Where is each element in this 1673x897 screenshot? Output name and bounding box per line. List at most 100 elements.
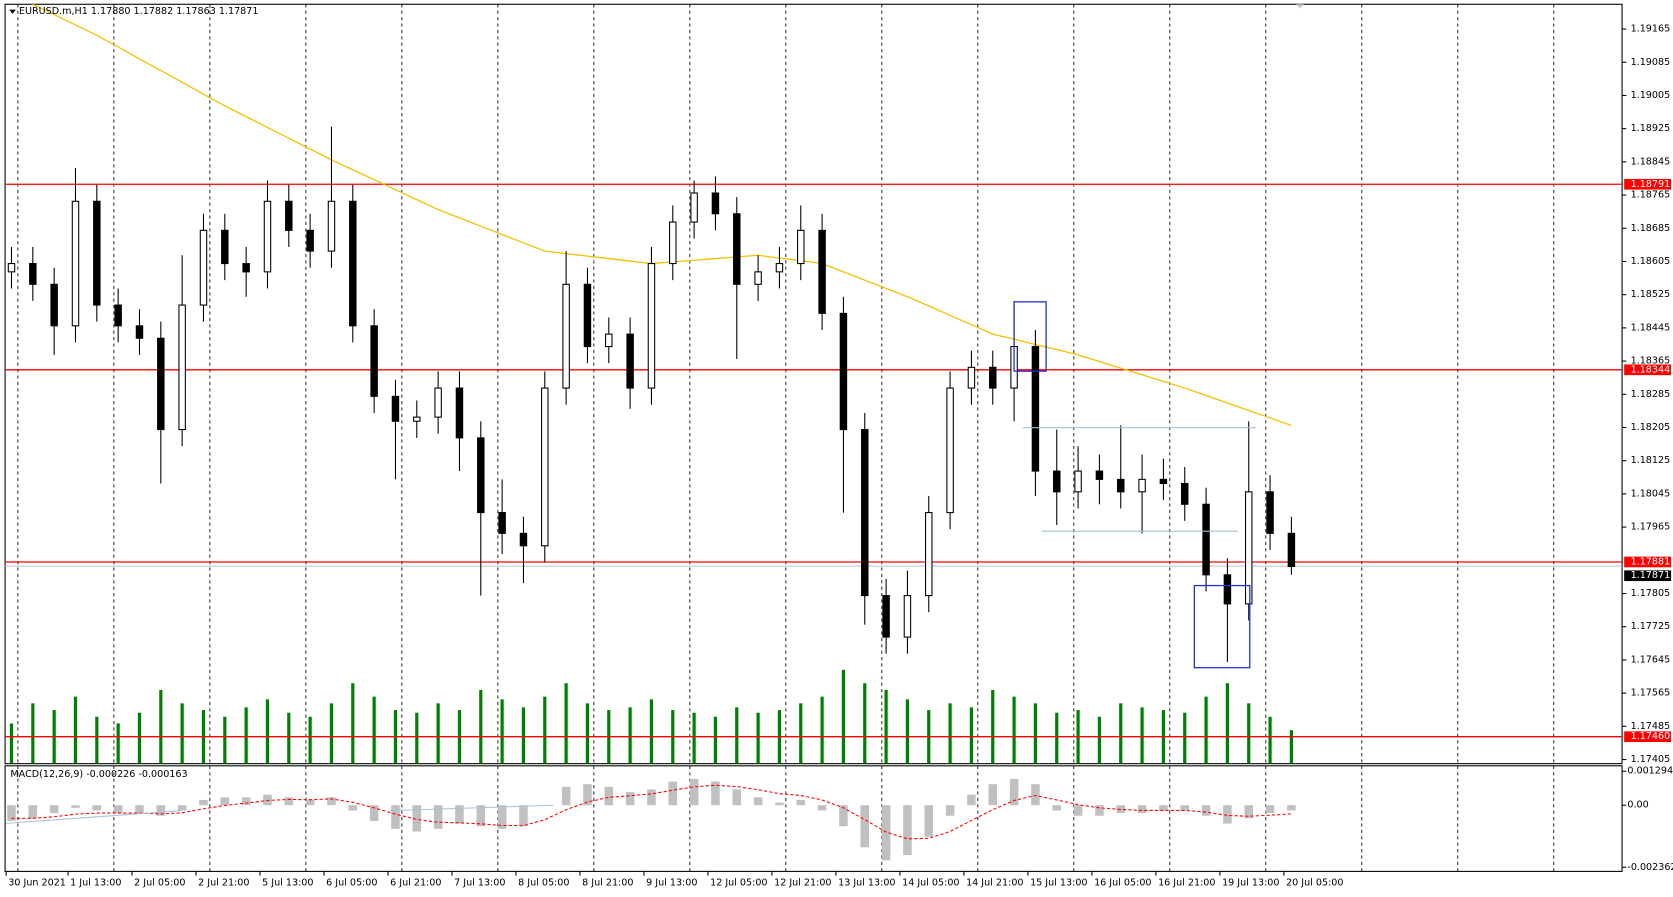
candle-body: [349, 200, 357, 327]
macd-bar: [1201, 805, 1211, 816]
macd-bar: [839, 805, 848, 827]
macd-panel: [4, 765, 1623, 872]
volume-bar: [31, 703, 35, 764]
candle-body: [434, 387, 442, 418]
macd-trendline: [390, 804, 554, 812]
candle-body: [1159, 478, 1168, 485]
macd-bar: [71, 805, 80, 808]
macd-bar: [647, 789, 656, 806]
x-tick-label: 12 Jul 05:00: [710, 878, 767, 889]
macd-bar: [1180, 805, 1190, 811]
volume-bar: [713, 716, 718, 764]
volume-bar: [223, 716, 227, 764]
candle-body: [1095, 470, 1104, 480]
y2-tick-label: 0.001294: [1627, 766, 1673, 777]
macd-bar: [455, 805, 464, 824]
x-tick-label: 20 Jul 05:00: [1286, 878, 1343, 889]
volume-bar: [948, 703, 952, 764]
candle-body: [861, 429, 869, 597]
macd-label: MACD(12,26,9) -0.000226 -0.000163: [10, 769, 187, 780]
y2-tick-label: -0.002362: [1627, 862, 1673, 873]
x-tick-label: 6 Jul 21:00: [390, 878, 441, 889]
candle-body: [71, 200, 80, 327]
volume-bar: [543, 696, 547, 764]
macd-bar: [689, 778, 699, 806]
x-tick-label: 7 Jul 13:00: [454, 878, 505, 889]
macd-bar: [177, 805, 187, 811]
x-tick-label: 2 Jul 05:00: [134, 878, 185, 889]
candle-body: [1245, 491, 1253, 605]
macd-bar: [1265, 805, 1275, 814]
macd-bar: [945, 805, 955, 816]
candle-body: [1287, 532, 1296, 568]
candle-body: [242, 263, 250, 273]
level-label-bg: [1624, 731, 1672, 743]
x-tick-label: 30 Jun 2021: [8, 878, 66, 889]
volume-bar: [9, 723, 14, 764]
volume-bar: [1033, 703, 1038, 764]
macd-bar: [284, 797, 294, 806]
macd-bar: [1009, 778, 1019, 806]
volume-bar: [351, 683, 355, 764]
macd-bar: [775, 802, 784, 806]
candle-body: [797, 229, 805, 265]
candle-body: [1053, 470, 1061, 493]
volume-bar: [479, 689, 483, 764]
volume-bar: [756, 712, 760, 764]
macd-bar: [924, 805, 934, 837]
macd-bar: [668, 781, 678, 806]
candle-body: [157, 337, 165, 431]
volume-bar: [1225, 683, 1230, 764]
collapse-arrow: [9, 9, 16, 14]
volume-bar: [116, 723, 120, 764]
volume-bar: [969, 707, 974, 764]
candle-body: [669, 221, 677, 265]
candle-body: [1031, 346, 1040, 472]
volume-bar: [735, 707, 739, 764]
macd-bar: [1073, 805, 1083, 816]
y-tick-label: 1.18845: [1631, 156, 1671, 167]
y-tick-label: 1.17565: [1631, 688, 1671, 699]
candle-body: [370, 325, 378, 397]
volume-bar: [1183, 712, 1187, 764]
level-label: 1.17460: [1631, 731, 1671, 742]
macd-bar: [988, 784, 998, 806]
volume-bar: [159, 689, 163, 764]
macd-bar: [1031, 784, 1040, 806]
candle-body: [498, 512, 506, 534]
candle-body: [7, 263, 16, 273]
y-tick-label: 1.19005: [1631, 90, 1671, 101]
x-tick-label: 5 Jul 13:00: [262, 878, 313, 889]
y-tick-label: 1.18685: [1631, 223, 1671, 234]
candle-body: [1181, 482, 1189, 505]
candle-body: [285, 200, 293, 231]
candle-body: [989, 366, 997, 389]
x-tick-label: 16 Jul 05:00: [1094, 878, 1151, 889]
volume-bar: [564, 683, 568, 764]
macd-bar: [881, 805, 891, 861]
y-tick-label: 1.18765: [1631, 190, 1671, 201]
y-tick-label: 1.17645: [1631, 654, 1671, 665]
candle-body: [775, 263, 784, 273]
macd-bar: [241, 797, 251, 806]
scroll-marker: [1295, 4, 1305, 9]
y-tick-label: 1.18525: [1631, 289, 1671, 300]
x-tick-label: 15 Jul 13:00: [1030, 878, 1087, 889]
x-tick-label: 8 Jul 21:00: [582, 878, 633, 889]
x-tick-label: 2 Jul 21:00: [198, 878, 249, 889]
macd-bar: [561, 786, 571, 806]
volume-bar: [1055, 712, 1059, 764]
candle-body: [647, 263, 656, 389]
candle-body: [29, 263, 37, 285]
macd-bar: [967, 794, 976, 806]
macd-bar: [1287, 805, 1296, 811]
x-tick-label: 14 Jul 05:00: [902, 878, 959, 889]
x-tick-label: 6 Jul 05:00: [326, 878, 377, 889]
y-tick-label: 1.18205: [1631, 422, 1671, 433]
level-label: 1.17881: [1631, 556, 1671, 567]
macd-bar: [1095, 805, 1104, 816]
macd-bar: [1244, 805, 1254, 819]
candle-body: [818, 229, 826, 314]
macd-bar: [92, 805, 102, 811]
